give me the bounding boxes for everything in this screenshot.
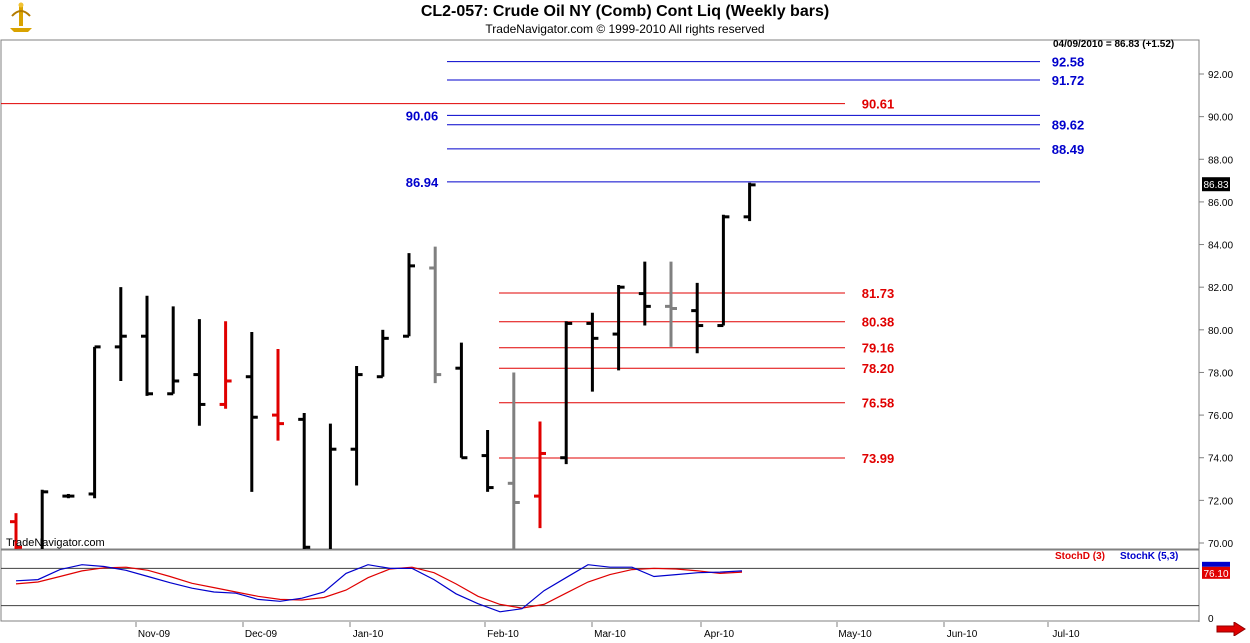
y-tick-label: 74.00: [1208, 454, 1233, 465]
blue-level-label: 89.62: [1052, 118, 1085, 133]
y-tick-label: 86.00: [1208, 198, 1233, 209]
ohlc-bar: [717, 214, 730, 328]
ohlc-bar: [40, 489, 49, 549]
red-level-label: 90.61: [862, 97, 895, 112]
ohlc-bar: [691, 282, 704, 354]
blue-level-label: 90.06: [406, 108, 439, 123]
last-price-label: 86.83: [1203, 180, 1228, 191]
stochk-legend: StochK (5,3): [1120, 551, 1178, 562]
ohlc-bar: [612, 285, 625, 371]
ohlc-bar: [62, 493, 75, 499]
ohlc-bar: [403, 253, 415, 338]
x-tick-label: Dec-09: [245, 629, 278, 640]
stoch-value-label: 76.10: [1203, 569, 1228, 580]
chart-subtitle: TradeNavigator.com © 1999-2010 All right…: [485, 22, 765, 36]
scroll-right-arrow-icon[interactable]: [1216, 621, 1246, 641]
stochastic-layer: 076.10: [1, 561, 1230, 625]
ohlc-bar: [245, 331, 258, 492]
ohlc-bar: [141, 295, 153, 396]
y-tick-label: 84.00: [1208, 241, 1233, 252]
ohlc-bar: [376, 329, 389, 379]
ohlc-bar: [665, 261, 677, 347]
stoch-value-marker: [1202, 566, 1230, 579]
red-level-label: 76.58: [862, 396, 895, 411]
y-tick-label: 82.00: [1208, 283, 1233, 294]
stochd-legend: StochD (3): [1055, 551, 1105, 562]
ohlc-bar: [507, 372, 520, 549]
y-tick-label: 76.00: [1208, 411, 1233, 422]
y-tick-label: 92.00: [1208, 70, 1233, 81]
ohlc-bar: [743, 182, 756, 222]
x-tick-label: Apr-10: [704, 629, 734, 640]
ohlc-bar: [219, 321, 232, 409]
ohlc-bar: [193, 319, 206, 426]
ohlc-bar: [272, 349, 284, 441]
x-tick-label: Mar-10: [594, 629, 626, 640]
ohlc-bar: [114, 287, 127, 381]
y-tick-label: 78.00: [1208, 368, 1233, 379]
x-tick-label: Jan-10: [353, 629, 384, 640]
y-axis: 70.00 72.00 74.00 76.00 78.00 80.00 82.00 84.00…: [1199, 70, 1233, 550]
chart-title: CL2-057: Crude Oil NY (Comb) Cont Liq (W…: [420, 3, 830, 20]
ohlc-bar: [638, 261, 651, 326]
x-tick-label: Feb-10: [487, 629, 519, 640]
tradenavigator-logo-icon: [8, 2, 34, 39]
x-axis: Nov-09 Dec-09 Jan-10 Feb-10 Mar-10 Apr-10 May-…: [135, 622, 1080, 640]
ohlc-bar: [328, 423, 337, 549]
y-tick-label: 72.00: [1208, 496, 1233, 507]
levels-layer: 90.61 81.73 80.38 79.16 78.20 76.58 73.99 92.58…: [1, 55, 1084, 466]
ohlc-bar: [455, 342, 468, 460]
x-tick-label: Jun-10: [947, 629, 978, 640]
red-level-label: 81.73: [862, 286, 895, 301]
ohlc-bar: [10, 513, 22, 549]
stoch-k-marker: [1202, 561, 1230, 567]
blue-level-label: 91.72: [1052, 73, 1085, 88]
red-level-label: 78.20: [862, 361, 895, 376]
blue-level-label: 86.94: [406, 175, 439, 190]
stoch-y-tick-label: 0: [1208, 614, 1214, 625]
blue-level-label: 92.58: [1052, 55, 1085, 70]
y-tick-label: 88.00: [1208, 155, 1233, 166]
watermark-label: TradeNavigator.com: [6, 537, 105, 549]
last-price-marker: [1202, 177, 1230, 192]
stoch-series-line: [15, 566, 743, 609]
ohlc-bar: [481, 430, 494, 492]
x-tick-label: Jul-10: [1052, 629, 1080, 640]
price-panel: [0, 39, 1200, 550]
blue-level-label: 88.49: [1052, 142, 1085, 157]
stoch-series-line: [15, 564, 743, 613]
ohlc-bar: [88, 345, 101, 499]
ohlc-bar: [350, 366, 363, 486]
x-tick-label: May-10: [838, 629, 872, 640]
ohlc-bar: [298, 412, 311, 549]
red-level-label: 80.38: [862, 315, 895, 330]
ohlc-bar: [586, 312, 599, 392]
ohlc-bar: [429, 246, 442, 384]
ohlc-bar: [560, 321, 573, 465]
red-level-label: 79.16: [862, 341, 895, 356]
y-tick-label: 90.00: [1208, 113, 1233, 124]
ohlc-bar: [167, 306, 180, 396]
bars-layer: [10, 182, 756, 549]
last-quote-label: 04/09/2010 = 86.83 (+1.52): [1053, 39, 1174, 50]
red-level-label: 73.99: [862, 451, 895, 466]
y-tick-label: 70.00: [1208, 539, 1233, 550]
y-tick-label: 80.00: [1208, 326, 1233, 337]
x-tick-label: Nov-09: [138, 629, 171, 640]
ohlc-bar: [534, 421, 546, 529]
